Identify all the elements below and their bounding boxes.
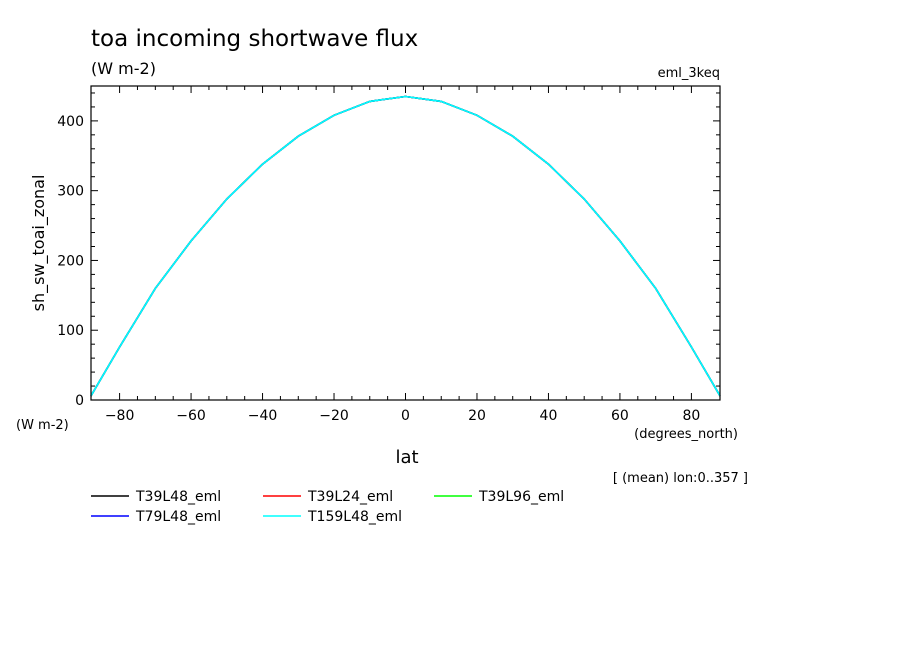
plot-lines [90, 95, 721, 397]
y-tick-label: 0 [75, 393, 84, 409]
legend-label: T79L48_eml [135, 509, 221, 525]
x-tick-label: 60 [611, 408, 629, 424]
series-line-2 [90, 95, 721, 397]
x-tick-label: −60 [176, 408, 206, 424]
x-tick-label: 20 [468, 408, 486, 424]
chart-units: (W m-2) [91, 59, 156, 78]
x-tick-label: 0 [401, 408, 410, 424]
legend-label: T39L48_eml [135, 489, 221, 505]
series-line-4 [90, 95, 721, 397]
axis-ticks [91, 86, 720, 401]
legend: T39L48_eml T39L24_eml T39L96_eml T79L48_eml… [91, 489, 564, 525]
x-tick-label: 80 [682, 408, 700, 424]
experiment-label: eml_3keq [658, 66, 720, 81]
y-tick-label: 200 [57, 253, 84, 269]
x-tick-label: −80 [105, 408, 135, 424]
series-line-5 [90, 95, 721, 397]
legend-label: T39L96_eml [478, 489, 564, 505]
legend-label: T39L24_eml [307, 489, 393, 505]
x-axis-units: (degrees_north) [634, 427, 738, 442]
plot-frame [90, 85, 721, 401]
series-line-3 [90, 95, 721, 397]
averaging-note: [ (mean) lon:0..357 ] [613, 471, 748, 486]
y-tick-label: 300 [57, 184, 84, 200]
y-axis-units: (W m-2) [16, 418, 69, 433]
y-tick-label: 100 [57, 323, 84, 339]
axis-tick-labels: −80 −60 −40 −20 0 20 40 60 80 0 100 200 300 400 [57, 114, 700, 424]
x-tick-label: −20 [319, 408, 349, 424]
y-axis-label: sh_sw_toai_zonal [29, 175, 49, 312]
legend-label: T159L48_eml [307, 509, 402, 525]
y-tick-label: 400 [57, 114, 84, 130]
x-tick-label: −40 [248, 408, 278, 424]
x-axis-label: lat [395, 447, 418, 468]
chart-title: toa incoming shortwave flux [91, 26, 418, 52]
x-tick-label: 40 [540, 408, 558, 424]
series-line-1 [90, 95, 721, 397]
